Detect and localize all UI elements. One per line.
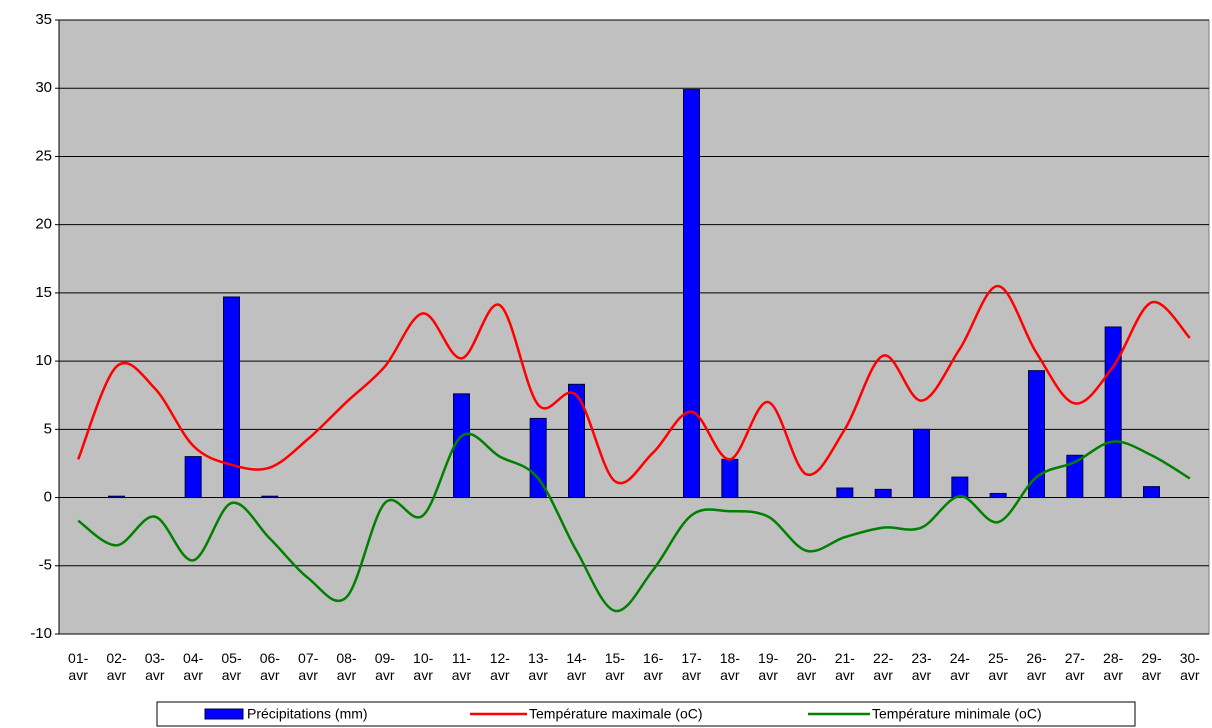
line	[77, 432, 1191, 613]
x-tick-label: 19-avr	[758, 650, 779, 683]
bar	[1143, 486, 1160, 499]
bar	[223, 296, 240, 499]
y-tick-label: 15	[35, 284, 52, 301]
x-tick-label: 12-avr	[489, 650, 510, 683]
x-tick-label: 15-avr	[604, 650, 625, 683]
y-tick-label: 0	[44, 489, 52, 506]
legend-label: Température maximale (oC)	[529, 706, 703, 722]
x-tick-label: 22-avr	[873, 650, 894, 683]
x-tick-label: 11-avr	[451, 650, 472, 683]
bar	[1104, 326, 1122, 499]
legend	[156, 701, 1136, 727]
x-tick-label: 27-avr	[1064, 650, 1085, 683]
x-tick-label: 26-avr	[1026, 650, 1047, 683]
y-tick-label: 25	[35, 147, 52, 164]
bar	[683, 89, 700, 499]
x-tick-label: 25-avr	[988, 650, 1009, 683]
x-tick-label: 28-avr	[1103, 650, 1124, 683]
bar	[184, 456, 202, 499]
x-tick-label: 18-avr	[719, 650, 740, 683]
x-tick-label: 09-avr	[374, 650, 395, 683]
x-tick-label: 07-avr	[298, 650, 319, 683]
plot-area	[58, 19, 1210, 635]
x-tick-label: 13-avr	[528, 650, 549, 683]
bar	[568, 383, 585, 499]
x-tick-label: 23-avr	[911, 650, 932, 683]
bar	[529, 417, 547, 499]
y-tick-label: 5	[44, 420, 52, 437]
x-tick-label: 29-avr	[1141, 650, 1162, 683]
y-tick-label: 20	[35, 216, 52, 233]
x-tick-label: 21-avr	[834, 650, 855, 683]
bar	[989, 492, 1007, 499]
x-tick-label: 20-avr	[796, 650, 817, 683]
bar	[836, 487, 854, 499]
line	[77, 284, 1191, 485]
x-tick-label: 03-avr	[144, 650, 165, 683]
x-tick-label: 17-avr	[681, 650, 702, 683]
x-tick-label: 05-avr	[221, 650, 242, 683]
bar	[913, 428, 930, 499]
x-tick-label: 02-avr	[106, 650, 127, 683]
bar	[1028, 370, 1045, 499]
bar	[1066, 454, 1084, 499]
x-tick-label: 30-avr	[1179, 650, 1200, 683]
x-tick-label: 16-avr	[643, 650, 664, 683]
legend-label: Température minimale (oC)	[872, 706, 1042, 722]
y-tick-label: -5	[39, 557, 52, 574]
x-tick-label: 14-avr	[566, 650, 587, 683]
bar	[874, 488, 892, 499]
x-tick-label: 06-avr	[259, 650, 280, 683]
y-tick-label: -10	[30, 625, 52, 642]
y-tick-label: 30	[35, 79, 52, 96]
x-tick-label: 24-avr	[949, 650, 970, 683]
bar	[108, 495, 125, 499]
x-tick-label: 08-avr	[336, 650, 357, 683]
x-tick-label: 10-avr	[413, 650, 434, 683]
x-tick-label: 01-avr	[68, 650, 89, 683]
bar	[951, 476, 969, 499]
y-tick-label: 35	[35, 11, 52, 28]
y-tick-label: 10	[35, 352, 52, 369]
bar	[721, 458, 739, 499]
bar	[261, 495, 279, 499]
x-tick-label: 04-avr	[183, 650, 204, 683]
legend-swatch	[204, 708, 244, 720]
legend-label: Précipitations (mm)	[247, 706, 368, 722]
